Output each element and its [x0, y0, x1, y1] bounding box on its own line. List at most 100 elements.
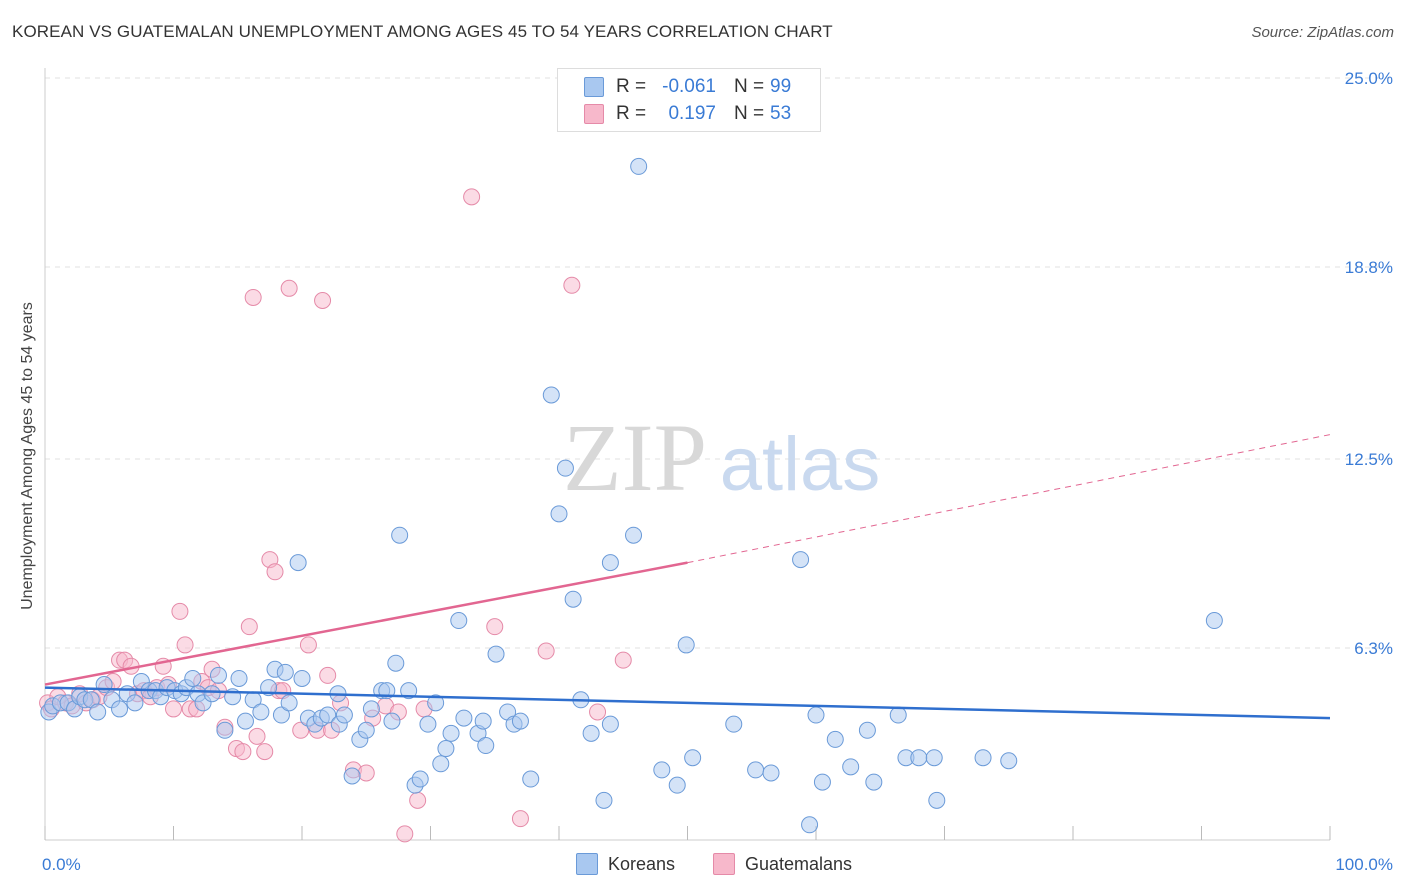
korean-point [126, 694, 144, 712]
korean-point [925, 749, 943, 767]
y-tick-label: 18.8% [1345, 258, 1393, 277]
source-label: Source: ZipAtlas.com [1251, 24, 1394, 41]
korean-point [910, 749, 928, 767]
gridlines [45, 77, 1392, 649]
korean-point [595, 791, 613, 809]
x-tick-label: 100.0% [1335, 855, 1393, 874]
korean-point [653, 761, 671, 779]
korean-point [272, 706, 290, 724]
guatemalan-point [396, 825, 414, 843]
y-tick-label: 6.3% [1354, 639, 1393, 658]
korean-point [400, 682, 418, 700]
r-label: R = [616, 103, 647, 124]
korean-point [455, 709, 473, 727]
guatemalan-point [463, 188, 481, 206]
korean-point [865, 773, 883, 791]
guatemalans-swatch [584, 104, 604, 124]
guatemalan-point [266, 563, 284, 581]
guatemalan-point [176, 636, 194, 654]
trend-lines [44, 434, 1331, 720]
y-tick-label: 12.5% [1345, 450, 1393, 469]
korean-point [442, 724, 460, 742]
watermark: ZIP atlas [563, 404, 880, 511]
guatemalan-point [240, 618, 258, 636]
korean-point [813, 773, 831, 791]
guatemalan-trend-line [44, 561, 688, 686]
korean-point [184, 669, 202, 687]
korean-point [1000, 752, 1018, 770]
n-label: N = [734, 103, 765, 124]
korean-point [487, 645, 505, 663]
korean-point [601, 715, 619, 733]
korean-point [889, 706, 907, 724]
koreans-legend-swatch [576, 853, 598, 875]
korean-point [357, 721, 375, 739]
korean-point [684, 749, 702, 767]
n-value: 99 [770, 76, 792, 97]
guatemalan-point [244, 288, 262, 306]
guatemalan-point [280, 279, 298, 297]
guatemalan-point [165, 700, 182, 718]
guatemalan-point [589, 703, 607, 721]
korean-point [437, 740, 455, 758]
stats-box: R = -0.061 N = 99 R = 0.197 N = 53 [557, 68, 821, 132]
guatemalan-point [292, 721, 310, 739]
korean-point [974, 749, 992, 767]
korean-point [383, 712, 401, 730]
korean-point [625, 526, 643, 544]
korean-point [747, 761, 765, 779]
legend-item-guatemalans[interactable]: Guatemalans [713, 852, 852, 876]
legend-label-guatemalans: Guatemalans [745, 853, 853, 874]
korean-point [209, 666, 227, 684]
korean-point [89, 703, 107, 721]
r-value: 0.197 [668, 103, 716, 124]
korean-point [630, 157, 648, 175]
r-label: R = [616, 76, 647, 97]
korean-point [801, 816, 819, 834]
korean-point [1205, 612, 1223, 630]
watermark-zip: ZIP [563, 404, 707, 511]
guatemalan-point [248, 727, 266, 745]
korean-point [450, 612, 468, 630]
korean-point [511, 712, 529, 730]
guatemalan-point [614, 651, 632, 669]
chart-title: KOREAN VS GUATEMALAN UNEMPLOYMENT AMONG … [12, 22, 833, 41]
korean-point [230, 669, 248, 687]
korean-point [542, 386, 560, 404]
korean-point [601, 554, 619, 572]
korean-point [432, 755, 450, 773]
tick-labels: 6.3% 12.5% 18.8% 25.0% 0.0% 100.0% [42, 69, 1393, 874]
n-label: N = [734, 76, 765, 97]
korean-point [216, 721, 234, 739]
guatemalan-point [319, 666, 337, 684]
guatemalan-point [563, 276, 581, 294]
korean-point [668, 776, 686, 794]
korean-point [335, 706, 353, 724]
korean-point [293, 669, 311, 687]
korean-trend-line [44, 686, 1331, 720]
korean-point [807, 706, 825, 724]
korean-point [477, 737, 495, 755]
korean-point [762, 764, 780, 782]
korean-point [343, 767, 361, 785]
korean-point [928, 791, 946, 809]
korean-point [252, 703, 270, 721]
korean-point [411, 770, 429, 788]
korean-point [564, 590, 582, 608]
korean-point [582, 724, 600, 742]
n-value: 53 [770, 103, 792, 124]
legend-item-koreans[interactable]: Koreans [576, 852, 675, 876]
guatemalan-point [171, 602, 189, 620]
guatemalan-point [511, 810, 529, 828]
korean-point [522, 770, 540, 788]
guatemalan-point [299, 636, 317, 654]
korean-point [474, 712, 492, 730]
guatemalan-point [234, 743, 252, 761]
korean-point [725, 715, 743, 733]
korean-point [280, 694, 298, 712]
korean-point [419, 715, 437, 733]
korean-point [276, 663, 294, 681]
korean-point [556, 459, 574, 477]
korean-point [842, 758, 860, 776]
